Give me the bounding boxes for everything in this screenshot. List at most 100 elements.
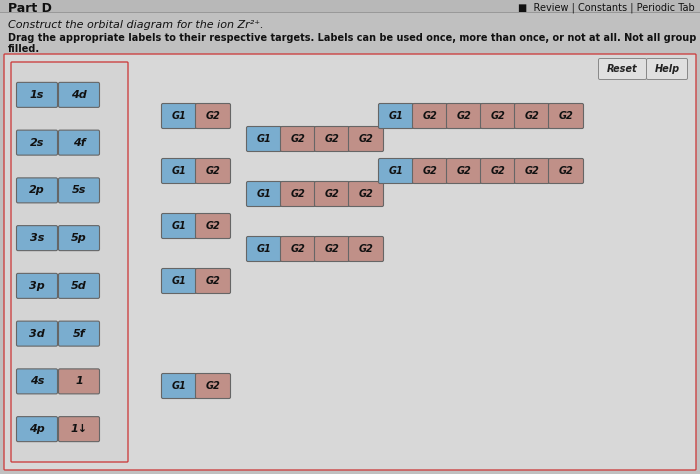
FancyBboxPatch shape — [17, 273, 57, 298]
Bar — [0, 0, 700, 12]
FancyBboxPatch shape — [314, 182, 349, 207]
FancyBboxPatch shape — [195, 213, 230, 238]
FancyBboxPatch shape — [549, 103, 584, 128]
Text: 5f: 5f — [73, 328, 85, 338]
FancyBboxPatch shape — [195, 374, 230, 399]
Text: G1: G1 — [389, 111, 403, 121]
Text: G1: G1 — [257, 189, 272, 199]
Text: G1: G1 — [257, 134, 272, 144]
FancyBboxPatch shape — [379, 158, 414, 183]
Text: G2: G2 — [524, 166, 540, 176]
Text: 5d: 5d — [71, 281, 87, 291]
FancyBboxPatch shape — [480, 158, 515, 183]
FancyBboxPatch shape — [281, 182, 316, 207]
Text: 1↓: 1↓ — [71, 424, 88, 434]
Text: G2: G2 — [206, 276, 220, 286]
FancyBboxPatch shape — [598, 58, 647, 80]
FancyBboxPatch shape — [59, 82, 99, 108]
Text: G2: G2 — [325, 189, 340, 199]
Text: ■  Review | Constants | Periodic Tab: ■ Review | Constants | Periodic Tab — [518, 3, 695, 13]
Text: G2: G2 — [559, 111, 573, 121]
FancyBboxPatch shape — [412, 158, 447, 183]
Bar — [0, 12, 700, 13]
Text: G2: G2 — [325, 244, 340, 254]
Text: G1: G1 — [172, 221, 186, 231]
Text: G1: G1 — [172, 381, 186, 391]
FancyBboxPatch shape — [349, 127, 384, 152]
FancyBboxPatch shape — [162, 213, 197, 238]
FancyBboxPatch shape — [379, 103, 414, 128]
Text: G1: G1 — [172, 166, 186, 176]
Text: G2: G2 — [206, 381, 220, 391]
Text: Part D: Part D — [8, 1, 52, 15]
FancyBboxPatch shape — [162, 103, 197, 128]
Text: G2: G2 — [456, 166, 471, 176]
FancyBboxPatch shape — [195, 158, 230, 183]
Text: 5p: 5p — [71, 233, 87, 243]
Text: 2s: 2s — [30, 137, 44, 147]
FancyBboxPatch shape — [59, 130, 99, 155]
FancyBboxPatch shape — [281, 237, 316, 262]
Text: 3d: 3d — [29, 328, 45, 338]
Text: Construct the orbital diagram for the ion Zr²⁺.: Construct the orbital diagram for the io… — [8, 20, 264, 30]
FancyBboxPatch shape — [17, 130, 57, 155]
FancyBboxPatch shape — [162, 374, 197, 399]
Text: G2: G2 — [358, 244, 373, 254]
Text: G2: G2 — [290, 189, 305, 199]
Text: G2: G2 — [456, 111, 471, 121]
Text: G2: G2 — [524, 111, 540, 121]
Text: G2: G2 — [491, 166, 505, 176]
Text: G2: G2 — [358, 189, 373, 199]
Text: G2: G2 — [206, 166, 220, 176]
FancyBboxPatch shape — [314, 237, 349, 262]
FancyBboxPatch shape — [195, 268, 230, 293]
Text: Drag the appropriate labels to their respective targets. Labels can be used once: Drag the appropriate labels to their res… — [8, 33, 700, 43]
Text: 5s: 5s — [72, 185, 86, 195]
Text: 3p: 3p — [29, 281, 45, 291]
Text: G2: G2 — [559, 166, 573, 176]
FancyBboxPatch shape — [480, 103, 515, 128]
Text: 4f: 4f — [73, 137, 85, 147]
Text: 3s: 3s — [30, 233, 44, 243]
FancyBboxPatch shape — [514, 103, 550, 128]
FancyBboxPatch shape — [11, 62, 128, 462]
FancyBboxPatch shape — [59, 273, 99, 298]
FancyBboxPatch shape — [246, 182, 281, 207]
Text: G1: G1 — [172, 111, 186, 121]
FancyBboxPatch shape — [162, 158, 197, 183]
Text: G1: G1 — [389, 166, 403, 176]
Text: 4p: 4p — [29, 424, 45, 434]
Text: G2: G2 — [423, 111, 438, 121]
Text: 2p: 2p — [29, 185, 45, 195]
FancyBboxPatch shape — [447, 103, 482, 128]
FancyBboxPatch shape — [59, 178, 99, 203]
FancyBboxPatch shape — [59, 417, 99, 442]
Text: filled.: filled. — [8, 44, 40, 54]
Text: G2: G2 — [206, 111, 220, 121]
FancyBboxPatch shape — [246, 127, 281, 152]
Text: G2: G2 — [290, 134, 305, 144]
Text: 1s: 1s — [30, 90, 44, 100]
Text: G2: G2 — [290, 244, 305, 254]
FancyBboxPatch shape — [162, 268, 197, 293]
FancyBboxPatch shape — [4, 54, 696, 470]
FancyBboxPatch shape — [17, 369, 57, 394]
Text: G2: G2 — [423, 166, 438, 176]
FancyBboxPatch shape — [246, 237, 281, 262]
FancyBboxPatch shape — [647, 58, 687, 80]
FancyBboxPatch shape — [17, 321, 57, 346]
Text: G2: G2 — [206, 221, 220, 231]
Text: G2: G2 — [358, 134, 373, 144]
FancyBboxPatch shape — [549, 158, 584, 183]
FancyBboxPatch shape — [514, 158, 550, 183]
FancyBboxPatch shape — [349, 237, 384, 262]
Text: G1: G1 — [257, 244, 272, 254]
FancyBboxPatch shape — [195, 103, 230, 128]
FancyBboxPatch shape — [447, 158, 482, 183]
Text: 4d: 4d — [71, 90, 87, 100]
Text: G1: G1 — [172, 276, 186, 286]
FancyBboxPatch shape — [17, 417, 57, 442]
FancyBboxPatch shape — [17, 226, 57, 251]
FancyBboxPatch shape — [17, 178, 57, 203]
FancyBboxPatch shape — [281, 127, 316, 152]
